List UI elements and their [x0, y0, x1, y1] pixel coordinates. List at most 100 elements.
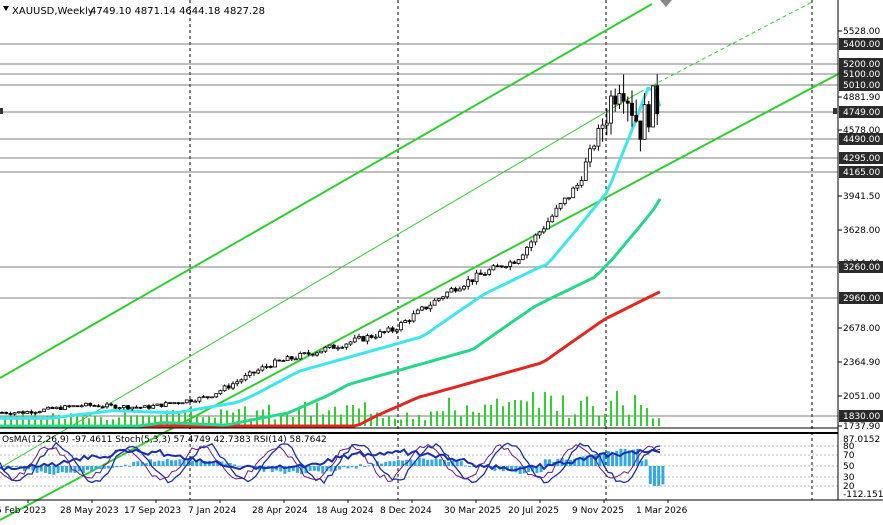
candle-body — [138, 406, 143, 409]
candle-body — [92, 404, 97, 407]
volume-bar — [610, 400, 612, 426]
price-badge — [839, 261, 883, 273]
osma-bar — [86, 466, 89, 470]
volume-bar — [586, 396, 588, 426]
candle-body — [537, 231, 542, 236]
volume-bar — [364, 402, 366, 426]
osma-bar — [90, 466, 94, 472]
osma-bar — [165, 458, 169, 466]
osma-bar — [81, 466, 85, 474]
osma-bar — [548, 459, 551, 466]
candle-body — [499, 265, 504, 268]
osma-bar — [258, 466, 262, 471]
price-tick-label: 2364.90 — [843, 358, 880, 368]
candle-body — [583, 161, 588, 181]
volume-bar — [640, 405, 642, 426]
candle-body — [184, 399, 189, 404]
osma-bar — [317, 466, 320, 472]
indicator-panel[interactable]: OsMA(12,26,9) -97.4611 Stoch(5,3,3) 57.4… — [0, 427, 838, 487]
volume-bar — [166, 410, 168, 426]
osma-bar — [111, 466, 115, 468]
volume-bar — [526, 401, 528, 426]
stochastic-signal-line — [0, 443, 661, 483]
volume-bar — [340, 414, 342, 426]
candle-body — [226, 385, 231, 389]
price-badge — [839, 410, 883, 422]
candle-body — [0, 411, 4, 414]
volume-bar — [292, 416, 294, 426]
candle-body — [415, 309, 420, 315]
volume-bar — [70, 413, 72, 426]
candle-body — [281, 360, 286, 362]
volume-bar — [460, 415, 462, 426]
volume-bar — [172, 409, 174, 426]
candle-body — [449, 288, 454, 293]
volume-bar — [64, 419, 66, 426]
candle-body — [260, 366, 265, 371]
volume-bar — [532, 392, 534, 426]
osma-bar — [107, 466, 110, 469]
osma-bar — [434, 458, 438, 466]
osma-bar — [115, 466, 119, 468]
volume-bar — [604, 414, 606, 426]
volume-bar — [508, 402, 510, 426]
candle-body — [319, 350, 324, 354]
oscillator-tick-label: 70 — [843, 451, 855, 461]
osma-bar — [69, 466, 73, 473]
osma-bar — [380, 463, 383, 466]
volume-bar — [628, 414, 630, 426]
candle-body — [117, 407, 122, 410]
osma-bar — [338, 466, 341, 470]
dropdown-arrow-icon[interactable] — [3, 6, 9, 11]
candle-body — [613, 95, 618, 105]
time-axis[interactable]: 5 Feb 2023 28 May 2023 17 Sep 2023 7 Jan 20… — [0, 499, 883, 516]
fast-moving-average-line — [0, 86, 662, 420]
candle-body — [231, 383, 235, 389]
time-tick-label: 9 Nov 2025 — [572, 506, 624, 516]
time-tick-label: 28 Apr 2024 — [252, 506, 308, 516]
volume-histogram — [4, 390, 660, 426]
volume-bar — [442, 411, 444, 426]
osma-bar — [270, 466, 274, 473]
candle-body — [352, 337, 357, 343]
candle-body — [46, 406, 51, 410]
candle-body — [88, 402, 93, 406]
candle-body — [609, 95, 613, 124]
osma-bar — [640, 460, 644, 466]
candle-body — [529, 241, 534, 248]
volume-bar — [466, 405, 468, 426]
volume-bar — [658, 418, 660, 426]
candle-body — [29, 411, 34, 414]
price-badge — [839, 58, 883, 70]
osma-bar — [308, 466, 312, 471]
candle-body — [50, 406, 55, 410]
candle-body — [327, 344, 332, 348]
candle-body — [37, 411, 42, 413]
volume-bar — [382, 418, 384, 426]
price-badge-label: 1830.00 — [843, 412, 880, 422]
time-tick-label: 5 Feb 2023 — [0, 506, 46, 516]
candle-body — [546, 221, 550, 230]
volume-bar — [274, 419, 276, 426]
candle-body — [256, 369, 261, 374]
osma-bar — [283, 466, 287, 474]
volume-bar — [196, 416, 198, 426]
volume-bar — [388, 416, 390, 426]
price-candles — [0, 74, 660, 416]
oscillator-tick-label: 87.0152 — [843, 435, 880, 445]
candle-body — [155, 403, 160, 406]
price-tick-label: 3941.50 — [843, 192, 880, 202]
osma-bar — [619, 448, 623, 466]
candle-body — [579, 180, 584, 186]
candle-body — [390, 327, 395, 332]
volume-bar — [94, 415, 96, 426]
osma-bar — [409, 459, 413, 466]
symbol-label: XAUUSD,Weekly — [12, 6, 94, 17]
candle-body — [100, 406, 105, 409]
candle-body — [210, 396, 214, 399]
candle-body — [394, 329, 399, 332]
candle-body — [516, 259, 521, 264]
